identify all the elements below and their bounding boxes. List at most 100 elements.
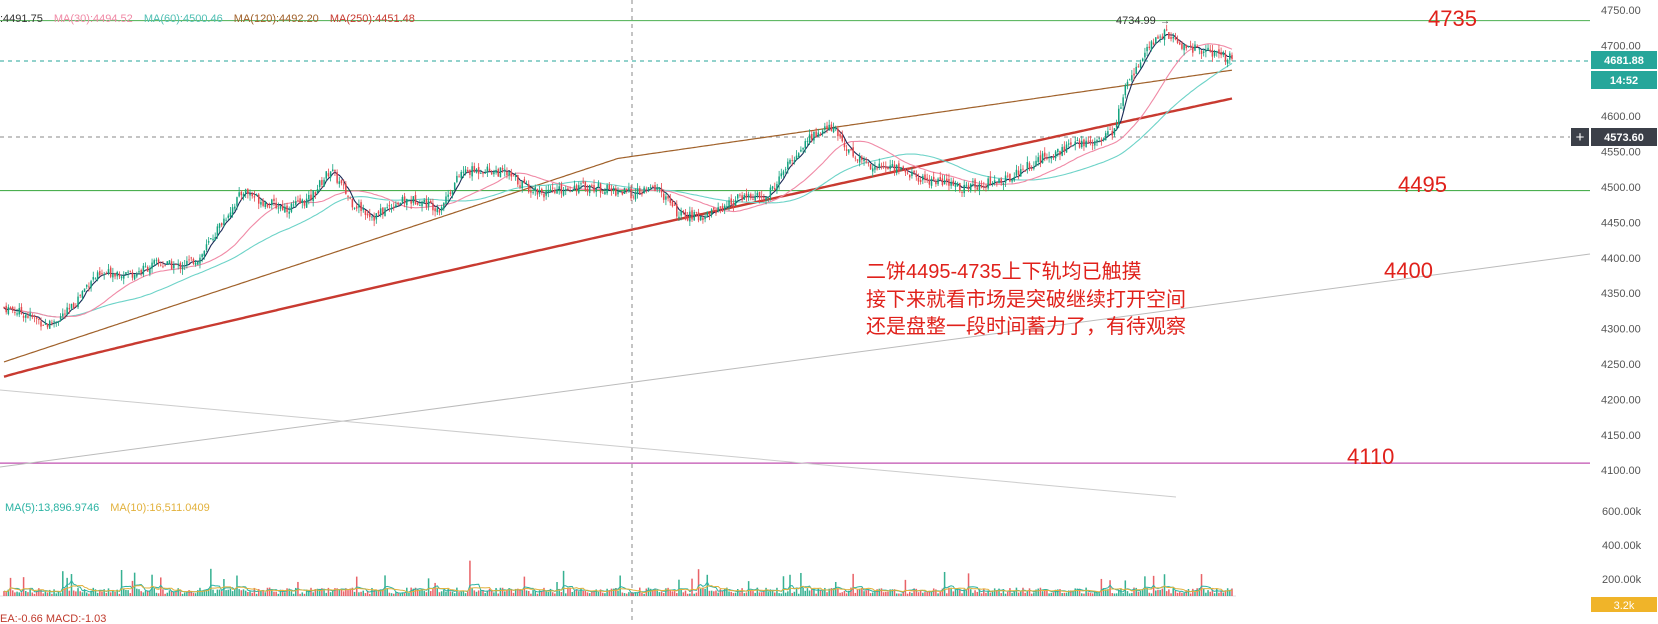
volume-bar bbox=[573, 590, 576, 596]
volume-bar bbox=[68, 590, 71, 596]
volume-bar bbox=[848, 590, 850, 596]
price-tick-label: 4350.00 bbox=[1601, 288, 1641, 300]
volume-bar bbox=[1113, 593, 1116, 596]
volume-bar bbox=[51, 593, 53, 596]
candle-body bbox=[584, 181, 587, 191]
candle-body bbox=[419, 205, 421, 207]
volume-bar bbox=[676, 593, 678, 596]
volume-bar bbox=[880, 588, 883, 596]
volume-bar bbox=[153, 588, 155, 596]
volume-bar bbox=[480, 590, 482, 596]
candle-body bbox=[985, 186, 987, 188]
volume-bar bbox=[1202, 589, 1205, 596]
price-tick-label: 4300.00 bbox=[1601, 324, 1641, 336]
volume-bar bbox=[149, 590, 151, 596]
candle-body bbox=[939, 177, 942, 180]
volume-bar bbox=[760, 592, 763, 596]
volume-bar bbox=[75, 591, 77, 596]
candle-body bbox=[201, 254, 203, 258]
candle-body bbox=[1157, 36, 1159, 39]
ma30-legend-label: MA(30) bbox=[54, 13, 90, 25]
candle-body bbox=[397, 202, 399, 205]
candle-body bbox=[1152, 42, 1155, 45]
candle-body bbox=[375, 213, 378, 220]
candle-body bbox=[887, 167, 889, 170]
volume-bar bbox=[815, 593, 817, 596]
candle-body bbox=[229, 212, 232, 218]
candle-body bbox=[168, 260, 171, 264]
volume-bar bbox=[1194, 592, 1196, 596]
candle-body bbox=[1050, 157, 1053, 159]
volume-bar bbox=[1083, 593, 1085, 596]
candle-body bbox=[35, 317, 38, 319]
candle-body bbox=[345, 183, 347, 194]
volume-bar bbox=[588, 593, 591, 596]
candle-body bbox=[1215, 51, 1218, 53]
candle-body bbox=[303, 200, 306, 206]
candle-body bbox=[547, 189, 550, 193]
volume-bar bbox=[253, 587, 256, 596]
volume-bar bbox=[318, 589, 321, 596]
candle-body bbox=[946, 178, 948, 182]
macd-legend: EA:-0.66 MACD:-1.03 bbox=[0, 613, 106, 624]
volume-bar bbox=[399, 593, 402, 596]
volume-bar bbox=[1150, 593, 1153, 596]
candle-body bbox=[1113, 128, 1116, 135]
volume-bar bbox=[1176, 592, 1179, 596]
candle-body bbox=[406, 199, 408, 206]
candle-body bbox=[1218, 49, 1220, 54]
candle-body bbox=[338, 181, 341, 184]
candle-body bbox=[989, 176, 992, 185]
candle-body bbox=[952, 180, 955, 186]
candle-body bbox=[99, 271, 101, 276]
volume-bar bbox=[523, 576, 526, 596]
volume-bar bbox=[122, 588, 125, 596]
candle-body bbox=[882, 166, 885, 167]
candle-body bbox=[1213, 51, 1216, 56]
volume-bar bbox=[693, 593, 695, 596]
candle-body bbox=[669, 198, 672, 203]
ma250-legend-label: MA(250) bbox=[330, 13, 372, 25]
volume-bar bbox=[188, 590, 190, 596]
volume-bar bbox=[38, 588, 40, 596]
volume-bar bbox=[599, 589, 602, 596]
volume-bar bbox=[18, 592, 21, 596]
candle-body bbox=[27, 316, 29, 318]
volume-bar bbox=[390, 593, 393, 596]
volume-bar bbox=[895, 593, 898, 596]
candle-body bbox=[1226, 59, 1229, 64]
volume-bar bbox=[1072, 590, 1074, 596]
volume-bar bbox=[1022, 587, 1024, 596]
volume-bar bbox=[1057, 589, 1059, 596]
volume-bar bbox=[1039, 587, 1042, 596]
candle-body bbox=[1039, 155, 1042, 163]
volume-bar bbox=[926, 592, 928, 596]
volume-bar bbox=[99, 590, 101, 596]
candle-body bbox=[262, 200, 264, 206]
volume-bar bbox=[800, 572, 802, 596]
volume-bar bbox=[658, 592, 661, 596]
candle-body bbox=[53, 321, 55, 323]
candle-body bbox=[1170, 37, 1172, 39]
volume-bar bbox=[950, 587, 952, 596]
candle-body bbox=[482, 172, 484, 174]
volume-bar bbox=[935, 589, 937, 596]
candle-body bbox=[1072, 145, 1074, 146]
candle-body bbox=[612, 187, 615, 191]
candle-body bbox=[710, 209, 713, 215]
plus-icon[interactable]: + bbox=[1576, 129, 1585, 146]
candle-body bbox=[48, 320, 51, 329]
candle-body bbox=[1094, 141, 1096, 146]
volume-bar bbox=[482, 589, 484, 596]
volume-bar bbox=[1078, 588, 1081, 596]
volume-bar bbox=[279, 589, 282, 596]
candle-body bbox=[956, 183, 959, 187]
candle-body bbox=[824, 126, 826, 130]
volume-bar bbox=[608, 590, 611, 596]
candle-body bbox=[1174, 37, 1177, 40]
add-alert-button[interactable] bbox=[1571, 128, 1589, 146]
volume-bar bbox=[1063, 592, 1066, 596]
volume-bar bbox=[804, 590, 807, 596]
candle-body bbox=[1083, 139, 1085, 147]
